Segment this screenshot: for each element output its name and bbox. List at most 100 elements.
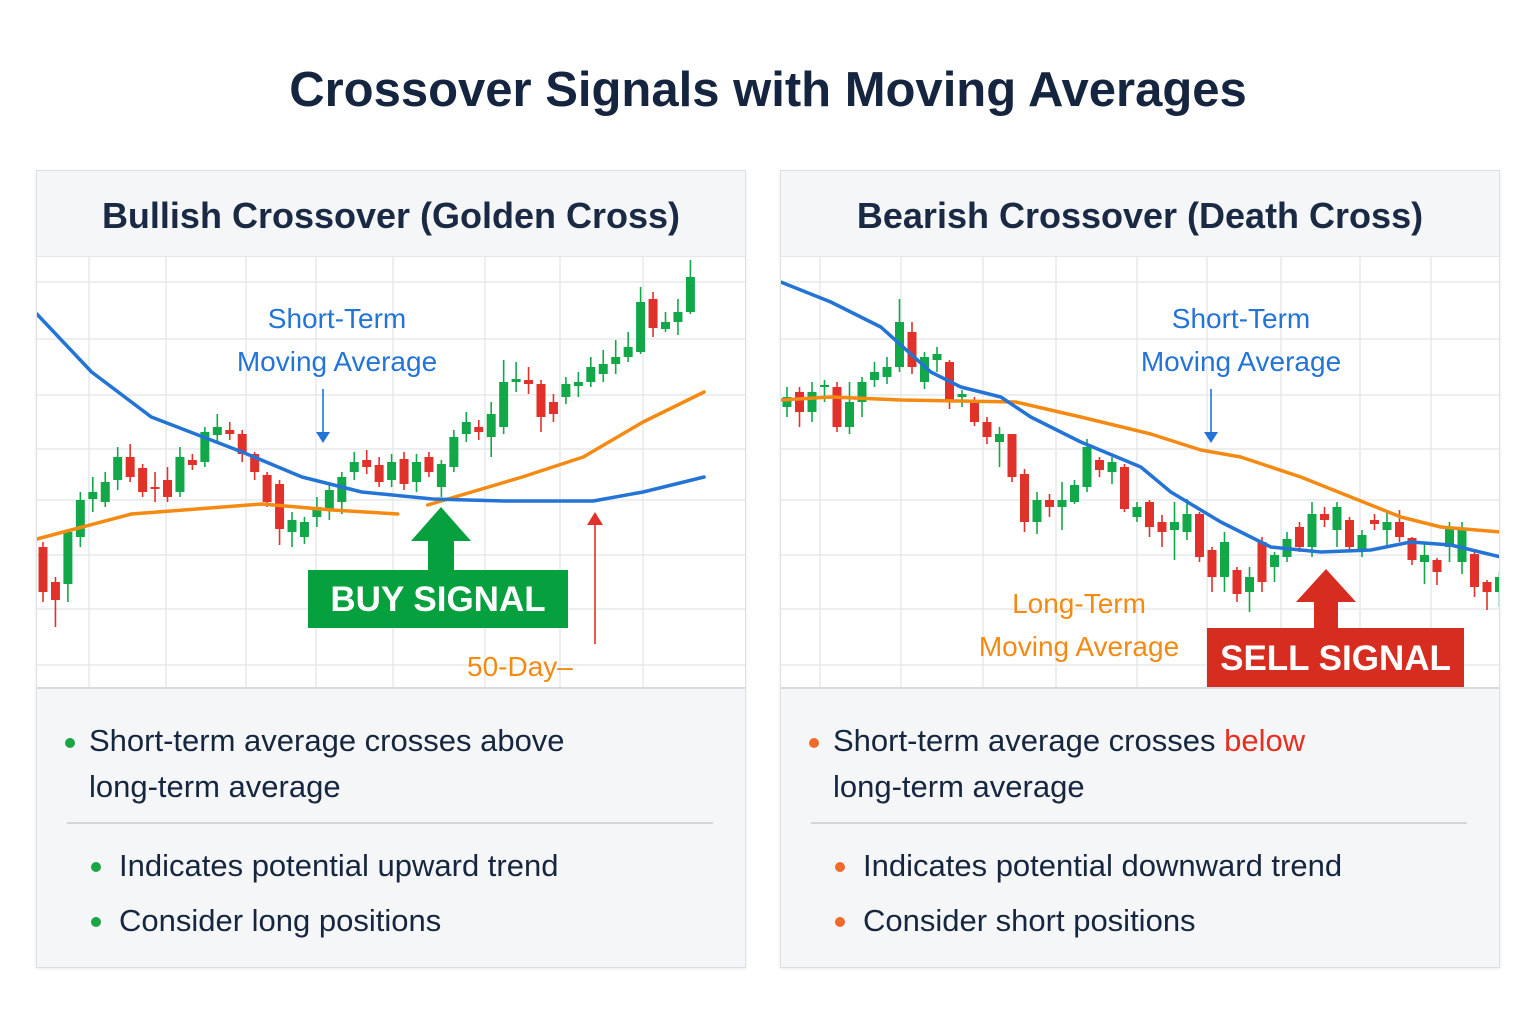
bearish-candlestick-chart bbox=[781, 257, 1499, 687]
candle-up bbox=[100, 482, 110, 502]
candle-down bbox=[362, 460, 372, 467]
bullish-crossover-panel: Bullish Crossover (Golden Cross) Short-T… bbox=[36, 170, 746, 968]
candle-down bbox=[474, 427, 484, 432]
short-term-ma-line bbox=[781, 280, 1499, 559]
candle-up bbox=[312, 507, 322, 517]
long-term-ma-line bbox=[781, 395, 1499, 534]
candle-up bbox=[882, 367, 892, 377]
candle-down bbox=[1020, 474, 1029, 522]
candle-up bbox=[1420, 555, 1429, 562]
candle-down bbox=[536, 384, 546, 417]
candle-down bbox=[1095, 460, 1104, 470]
candle-up bbox=[299, 522, 309, 537]
candle-down bbox=[1120, 467, 1129, 509]
candle-up bbox=[636, 302, 646, 352]
candle-down bbox=[187, 460, 197, 465]
candle-down bbox=[374, 465, 384, 482]
main-bullet-line1: Short-term average crosses below bbox=[833, 718, 1453, 764]
main-bullet-line2: long-term average bbox=[89, 769, 341, 804]
candle-up bbox=[1070, 485, 1079, 502]
candle-down bbox=[1195, 514, 1204, 557]
main-bullet: Short-term average crosses below long-te… bbox=[833, 718, 1453, 810]
candle-up bbox=[511, 379, 521, 382]
candle-down bbox=[1232, 570, 1242, 594]
bullet-dot bbox=[91, 917, 101, 927]
arrow-head-icon bbox=[587, 512, 603, 525]
candle-up bbox=[1182, 514, 1192, 532]
candle-down bbox=[163, 480, 172, 497]
candle-up bbox=[337, 477, 347, 502]
candle-up bbox=[623, 347, 633, 357]
candle-up bbox=[573, 382, 583, 386]
arrow-head-icon bbox=[316, 432, 330, 443]
bullet-dot bbox=[65, 738, 75, 748]
candle-up bbox=[1307, 514, 1317, 547]
candle-up bbox=[449, 437, 459, 467]
bullet-item: Consider long positions bbox=[119, 903, 442, 938]
candle-up bbox=[1332, 507, 1342, 530]
short-ma-label-line1: Short-Term bbox=[1171, 303, 1311, 334]
short-ma-label: Short-Term Moving Average bbox=[1121, 297, 1361, 383]
candle-up bbox=[920, 357, 929, 382]
bullet-item: Indicates potential downward trend bbox=[863, 848, 1343, 883]
sell-up-arrow-icon bbox=[1296, 569, 1356, 629]
candle-down bbox=[1157, 522, 1167, 532]
candle-down bbox=[1345, 520, 1354, 547]
candle-up bbox=[995, 434, 1004, 442]
short-ma-label: Short-Term Moving Average bbox=[217, 297, 457, 383]
candle-up bbox=[1107, 462, 1117, 472]
short-ma-label-line1: Short-Term bbox=[267, 303, 407, 334]
bullish-candlestick-chart bbox=[37, 257, 745, 687]
candle-down bbox=[50, 582, 60, 600]
candle-up bbox=[200, 432, 210, 462]
candle-up bbox=[1357, 535, 1367, 550]
candle-down bbox=[424, 457, 434, 472]
bullet-item: Indicates potential upward trend bbox=[119, 848, 559, 883]
candle-up bbox=[857, 382, 867, 402]
long-ma-label: 50-Day– bbox=[467, 651, 573, 682]
candle-down bbox=[648, 299, 658, 328]
long-term-ma-line bbox=[425, 390, 706, 507]
candle-up bbox=[349, 462, 359, 472]
candle-up bbox=[1495, 577, 1499, 592]
candle-up bbox=[75, 500, 85, 537]
main-bullet-line2: long-term average bbox=[833, 769, 1085, 804]
candle-up bbox=[88, 492, 98, 499]
candle-up bbox=[113, 457, 123, 480]
long-ma-label: Long-Term Moving Average bbox=[959, 582, 1199, 668]
candle-down bbox=[795, 392, 804, 412]
candle-up bbox=[561, 384, 571, 397]
candle-down bbox=[262, 475, 272, 502]
candle-up bbox=[845, 402, 854, 427]
candle-down bbox=[399, 459, 409, 484]
bullet-item: Consider short positions bbox=[863, 903, 1196, 938]
candle-down bbox=[1007, 434, 1017, 477]
candle-down bbox=[548, 402, 558, 414]
bearish-crossover-panel: Bearish Crossover (Death Cross) Short-Te… bbox=[780, 170, 1500, 968]
candle-up bbox=[461, 422, 471, 434]
candle-up bbox=[932, 354, 942, 360]
candle-up bbox=[324, 490, 334, 510]
candle-up bbox=[1382, 522, 1392, 530]
candle-down bbox=[524, 380, 534, 384]
candle-down bbox=[1407, 538, 1417, 560]
panel-title: Bearish Crossover (Death Cross) bbox=[856, 195, 1424, 236]
candle-up bbox=[782, 397, 792, 407]
short-ma-label-line2: Moving Average bbox=[236, 346, 438, 377]
candle-down bbox=[1145, 502, 1154, 527]
main-bullet-text: Short-term average crosses bbox=[833, 723, 1225, 758]
bullet-dot bbox=[91, 862, 101, 872]
candle-up bbox=[412, 462, 421, 482]
candle-up bbox=[1445, 527, 1454, 547]
candle-down bbox=[907, 332, 917, 367]
bullet-dot bbox=[809, 738, 819, 748]
candle-up bbox=[1082, 447, 1092, 487]
candle-down bbox=[1395, 522, 1404, 537]
candle-down bbox=[1257, 542, 1267, 582]
divider bbox=[811, 822, 1467, 824]
candle-down bbox=[150, 487, 160, 489]
candle-up bbox=[870, 372, 879, 380]
bullish-summary: Short-term average crosses above long-te… bbox=[37, 688, 745, 967]
candle-up bbox=[598, 364, 608, 374]
candle-up bbox=[499, 382, 509, 427]
